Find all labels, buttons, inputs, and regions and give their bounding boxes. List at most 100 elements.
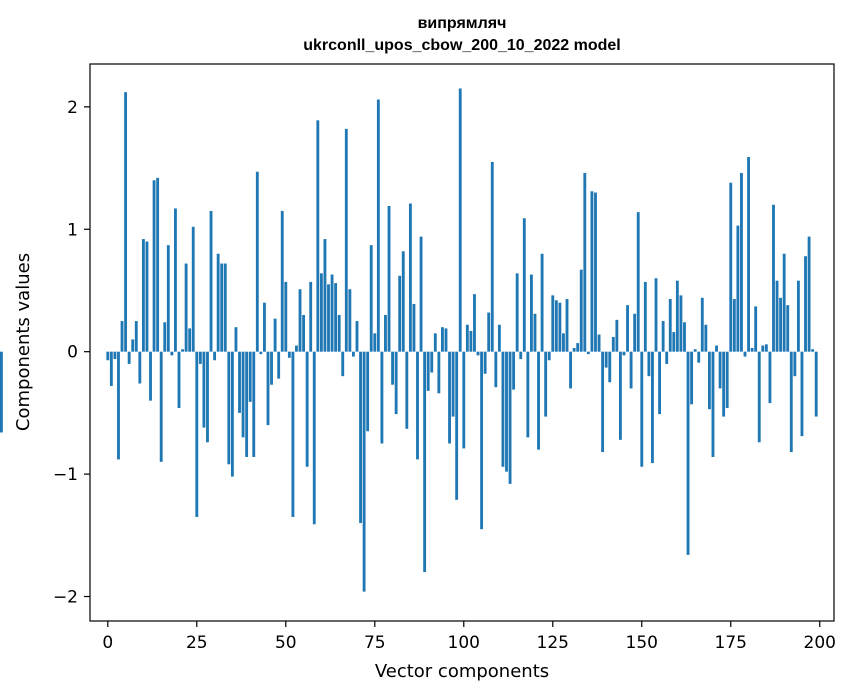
bar <box>266 351 270 426</box>
bar <box>675 280 679 352</box>
bar <box>433 333 437 352</box>
bar <box>280 210 284 352</box>
bar <box>152 180 156 352</box>
bar <box>622 351 626 356</box>
y-axis-ticks: −2 −1 0 1 2 <box>53 98 90 608</box>
bar <box>804 256 807 352</box>
x-axis-label: Vector components <box>375 661 549 682</box>
bar <box>209 210 213 352</box>
bar <box>376 99 380 352</box>
bar <box>277 351 281 379</box>
bar <box>341 351 345 377</box>
bar <box>430 351 434 373</box>
bar <box>177 351 181 408</box>
bar <box>287 351 291 358</box>
bar <box>473 294 476 352</box>
bar <box>163 322 167 352</box>
bar <box>558 302 562 352</box>
bar <box>245 351 249 457</box>
bar <box>401 251 405 352</box>
bar <box>668 299 672 352</box>
bar <box>255 171 259 352</box>
bar <box>248 351 252 402</box>
bar <box>529 274 533 352</box>
x-tick-label: 50 <box>275 633 297 653</box>
bar <box>223 263 227 352</box>
bar <box>515 273 519 352</box>
bar <box>519 351 523 360</box>
bar <box>490 161 494 352</box>
bar <box>469 330 473 352</box>
bar <box>344 128 348 352</box>
bar <box>334 283 338 352</box>
chart-title-line2: ukrconll_upos_cbow_200_10_2022 model <box>303 37 620 54</box>
bar <box>359 351 362 524</box>
bar <box>384 314 387 352</box>
x-tick-label: 75 <box>364 633 386 653</box>
bar <box>202 351 206 428</box>
bar <box>779 297 783 352</box>
bar <box>711 351 715 457</box>
bar <box>601 351 605 453</box>
bar <box>679 295 683 352</box>
bar <box>732 299 736 352</box>
bar <box>352 351 355 357</box>
bar <box>626 305 629 352</box>
bar-group <box>0 88 818 592</box>
bar <box>640 351 644 467</box>
bar <box>743 351 747 357</box>
bar <box>693 349 697 352</box>
bar <box>408 203 412 352</box>
bar <box>444 328 448 352</box>
bar <box>337 314 341 352</box>
bar <box>597 334 601 352</box>
bar <box>458 88 462 352</box>
x-tick-label: 175 <box>715 633 747 653</box>
bar <box>633 313 637 352</box>
y-tick-label: −2 <box>53 588 78 608</box>
bar <box>291 351 295 517</box>
bar <box>448 351 451 444</box>
bar <box>700 297 704 352</box>
bar <box>586 351 590 355</box>
y-tick-label: 2 <box>67 98 78 118</box>
bar <box>170 351 174 356</box>
bar <box>590 191 594 352</box>
bar <box>508 351 512 484</box>
bar <box>423 351 427 573</box>
bar <box>373 333 377 352</box>
bar <box>394 351 398 415</box>
x-tick-label: 150 <box>626 633 658 653</box>
bar <box>213 351 217 361</box>
bar <box>295 345 298 352</box>
bar <box>106 351 110 361</box>
bar <box>309 281 313 352</box>
bar <box>138 351 142 384</box>
bar <box>761 345 765 352</box>
bar <box>451 351 455 417</box>
bar <box>647 351 651 377</box>
bar <box>579 269 583 352</box>
bar <box>654 278 658 352</box>
bar <box>707 351 711 410</box>
y-tick-label: 1 <box>67 220 78 240</box>
bar <box>159 351 163 462</box>
bar <box>238 351 241 413</box>
bar <box>811 349 815 352</box>
bar <box>230 351 234 477</box>
bar <box>547 351 551 361</box>
bar <box>789 351 793 453</box>
bar <box>416 351 419 460</box>
bar <box>740 172 743 352</box>
chart-title-line1: випрямляч <box>418 15 507 32</box>
bar <box>569 351 572 389</box>
bar <box>725 351 729 408</box>
bar <box>441 327 444 352</box>
bar <box>494 351 498 388</box>
bar <box>166 245 170 352</box>
bar <box>786 305 790 352</box>
bar <box>369 245 373 352</box>
bar <box>316 120 320 352</box>
bar <box>355 321 359 352</box>
bar <box>772 204 775 352</box>
